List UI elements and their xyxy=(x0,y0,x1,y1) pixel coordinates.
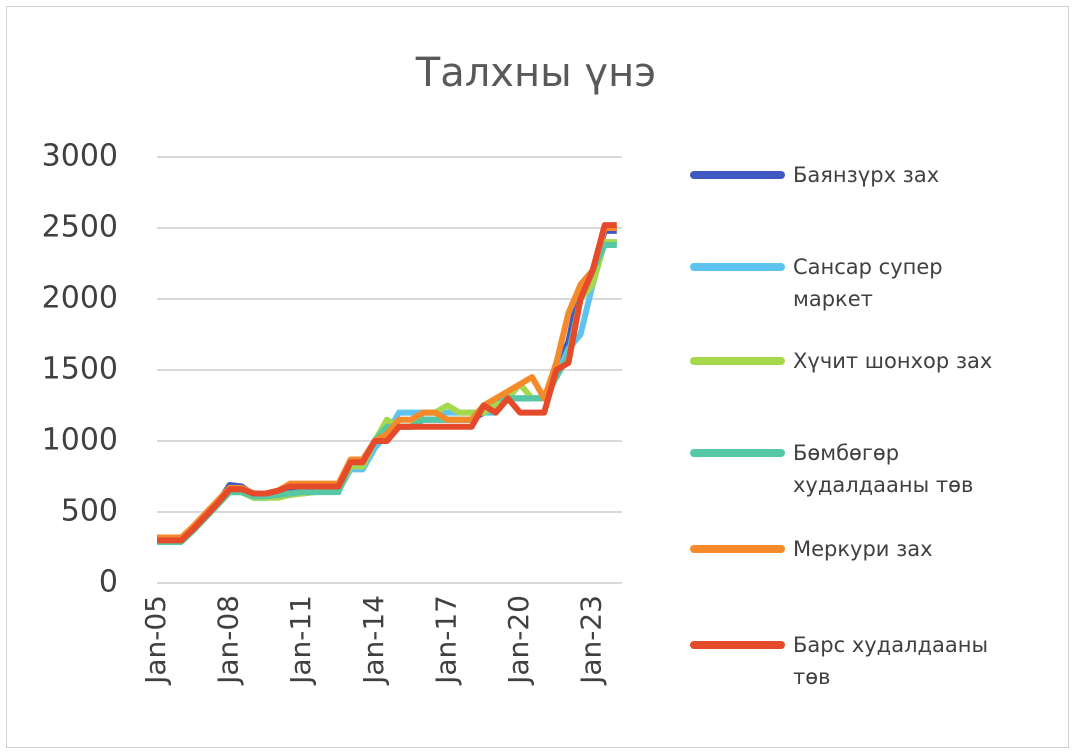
x-tick-label: Jan-14 xyxy=(357,595,390,686)
legend-label: Меркури зах xyxy=(793,537,933,561)
legend-swatch xyxy=(690,171,785,179)
x-tick-label: Jan-20 xyxy=(502,595,535,686)
y-tick-label: 1000 xyxy=(42,423,118,458)
legend-label: Баянзүрх зах xyxy=(793,163,940,187)
legend-swatch xyxy=(690,641,785,649)
legend-item: Бөмбөгөр худалдааны төв xyxy=(690,441,1050,501)
legend-label: Бөмбөгөр худалдааны төв xyxy=(793,441,974,497)
legend-swatch xyxy=(690,357,785,365)
chart-frame xyxy=(6,6,1069,748)
legend-item: Баянзүрх зах xyxy=(690,163,1050,191)
chart-title: Талхны үнэ xyxy=(415,50,656,96)
legend-label: Барс худалдааны төв xyxy=(793,633,989,689)
legend-label: Сансар супер маркет xyxy=(793,255,943,311)
x-tick-label: Jan-17 xyxy=(429,595,462,686)
legend-item: Хүчит шонхор зах xyxy=(690,349,1050,377)
legend-label: Хүчит шонхор зах xyxy=(793,349,993,373)
legend-swatch xyxy=(690,449,785,457)
x-tick-label: Jan-05 xyxy=(139,595,172,686)
data-line xyxy=(157,222,617,544)
legend-item: Сансар супер маркет xyxy=(690,255,1050,315)
legend-item: Барс худалдааны төв xyxy=(690,633,1050,693)
legend-item: Меркури зах xyxy=(690,537,1050,565)
y-tick-label: 1500 xyxy=(42,352,118,387)
y-tick-label: 0 xyxy=(99,565,118,600)
legend-swatch xyxy=(690,545,785,553)
x-tick-label: Jan-08 xyxy=(212,595,245,686)
legend-swatch xyxy=(690,263,785,271)
y-tick-label: 2000 xyxy=(42,281,118,316)
x-tick-label: Jan-11 xyxy=(284,595,317,686)
y-tick-label: 2500 xyxy=(42,210,118,245)
x-tick-label: Jan-23 xyxy=(575,595,608,686)
y-tick-label: 500 xyxy=(61,494,118,529)
y-tick-label: 3000 xyxy=(42,139,118,174)
